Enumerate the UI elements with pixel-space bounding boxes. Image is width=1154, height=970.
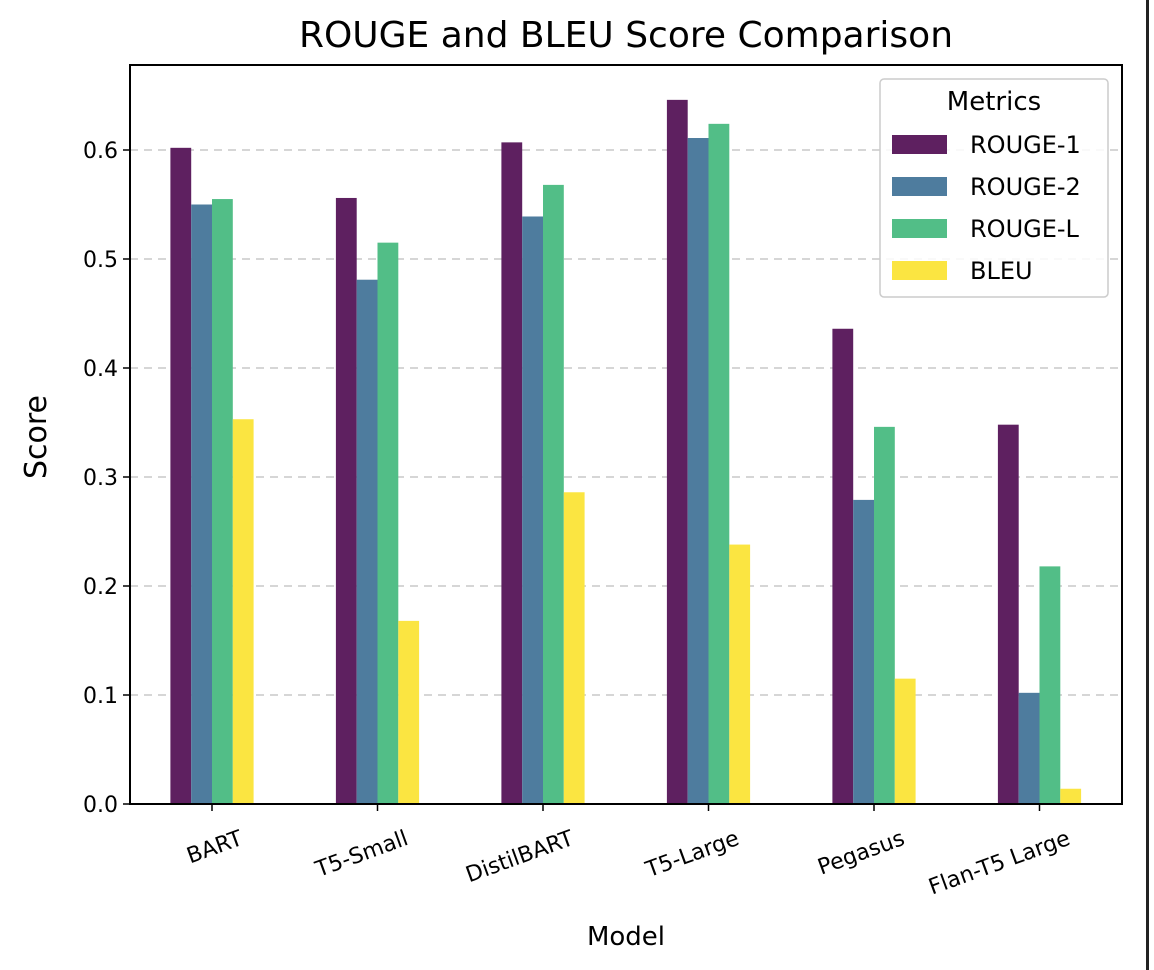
y-tick-label: 0.2 <box>83 575 118 600</box>
bar-rouge-l-t5-small <box>377 242 399 804</box>
x-tick-label: DistilBART <box>463 826 578 888</box>
y-tick-label: 0.1 <box>83 684 118 709</box>
chart-title: ROUGE and BLEU Score Comparison <box>299 15 953 56</box>
bar-rouge-2-flan-t5-large <box>1018 692 1040 804</box>
legend: Metrics ROUGE-1 ROUGE-2 ROUGE-L BLEU <box>879 78 1109 298</box>
legend-title: Metrics <box>947 87 1041 117</box>
bar-rouge-1-t5-large <box>666 99 688 805</box>
y-tick-label: 0.6 <box>83 139 118 164</box>
legend-swatch <box>892 219 947 238</box>
bar-bleu-t5-small <box>398 620 420 804</box>
bar-rouge-2-pegasus <box>853 499 874 804</box>
y-axis-label: Score <box>19 395 54 479</box>
bar-rouge-2-distilbart <box>522 216 543 805</box>
bar-bleu-flan-t5-large <box>1060 788 1082 804</box>
bar-rouge-2-t5-large <box>687 138 709 804</box>
bar-rouge-l-t5-large <box>708 123 730 805</box>
bar-rouge-l-pegasus <box>874 426 895 804</box>
window-edge <box>1146 0 1149 970</box>
legend-swatch <box>892 135 947 154</box>
x-tick-label: T5-Large <box>642 826 743 883</box>
bar-rouge-l-flan-t5-large <box>1039 566 1061 804</box>
bar-bleu-pegasus <box>894 678 916 804</box>
x-tick-label: T5-Small <box>311 826 411 883</box>
legend-label: ROUGE-2 <box>970 173 1081 201</box>
plot-frame <box>129 64 1123 805</box>
bar-rouge-1-t5-small <box>335 197 357 804</box>
bar-rouge-1-flan-t5-large <box>997 424 1019 804</box>
x-axis-label: Model <box>587 922 665 952</box>
bar-rouge-2-bart <box>191 204 212 804</box>
bars <box>170 99 1082 805</box>
y-tick-label: 0.5 <box>83 248 118 273</box>
bar-rouge-1-distilbart <box>501 142 523 804</box>
bar-bleu-t5-large <box>729 544 751 804</box>
bar-bleu-distilbart <box>563 492 585 804</box>
y-tick-label: 0.3 <box>83 466 118 491</box>
legend-swatch <box>892 177 947 196</box>
x-tick-label: Pegasus <box>815 826 908 880</box>
bar-rouge-l-bart <box>212 199 233 805</box>
bar-rouge-1-pegasus <box>832 328 854 804</box>
legend-label: BLEU <box>970 257 1033 285</box>
legend-label: ROUGE-L <box>970 215 1080 243</box>
legend-box <box>879 78 1109 298</box>
y-tick-label: 0.0 <box>83 793 118 818</box>
bar-rouge-1-bart <box>170 147 192 804</box>
x-tick-label: Flan-T5 Large <box>926 826 1074 900</box>
legend-label: ROUGE-1 <box>970 131 1081 159</box>
bar-bleu-bart <box>232 419 254 804</box>
legend-swatch <box>892 261 947 280</box>
y-tick-label: 0.4 <box>83 357 118 382</box>
y-axis: 0.0 0.1 0.2 0.3 0.4 0.5 0.6 <box>83 139 130 818</box>
x-tick-label: BART <box>184 826 247 869</box>
x-axis: BART T5-Small DistilBART T5-Large Pegasus Fla… <box>184 804 1074 900</box>
bar-rouge-l-distilbart <box>543 184 564 804</box>
bar-rouge-2-t5-small <box>356 279 378 805</box>
